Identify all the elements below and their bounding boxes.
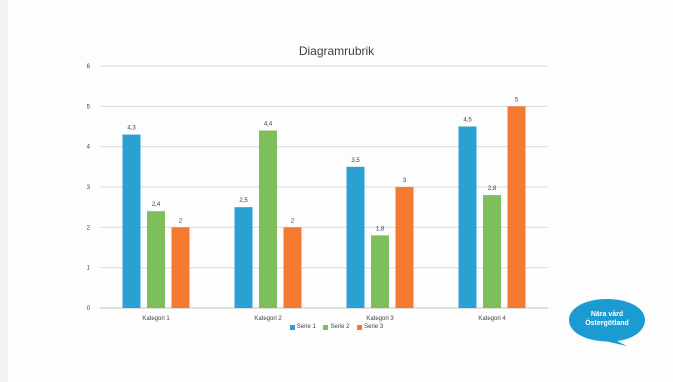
logo-line-1: Nära vård [590, 311, 624, 318]
legend-item-serie-3: Serie 3 [357, 324, 383, 331]
chart-legend: Serie 1 Serie 2 Serie 3 [0, 324, 673, 331]
speech-bubble-icon [569, 299, 645, 346]
data-label: 4,3 [127, 126, 136, 132]
y-tick-label: 0 [87, 306, 91, 312]
bar [147, 211, 165, 308]
bar [283, 227, 302, 308]
bar [171, 227, 190, 308]
data-label: 1,8 [376, 226, 385, 232]
page-edge [0, 0, 8, 382]
legend-item-serie-2: Serie 2 [323, 324, 350, 331]
data-label: 4,4 [264, 122, 273, 128]
bar [259, 130, 277, 308]
legend-item-serie-1: Serie 1 [289, 324, 316, 331]
chart-title: Diagramrubrik [298, 44, 375, 58]
data-label: 5 [515, 97, 519, 103]
bar [395, 187, 414, 308]
logo-line-2: Östergötland [585, 320, 629, 327]
data-label: 2 [179, 218, 183, 224]
legend-swatch [323, 324, 329, 330]
y-tick-label: 1 [87, 266, 91, 272]
y-tick-label: 6 [87, 64, 91, 70]
legend-swatch [289, 324, 295, 330]
data-label: 4,5 [463, 118, 472, 124]
data-label: 3 [403, 178, 407, 184]
x-tick-label: Kategori 1 [142, 316, 170, 322]
y-tick-label: 4 [87, 145, 91, 151]
y-tick-label: 2 [87, 225, 91, 231]
legend-label: Serie 1 [296, 324, 316, 330]
data-label: 3,5 [351, 158, 360, 164]
bar [458, 126, 477, 308]
bar [346, 166, 365, 308]
data-label: 2 [291, 218, 295, 224]
x-tick-label: Kategori 4 [478, 316, 506, 322]
y-tick-label: 3 [87, 185, 91, 191]
bar [371, 235, 389, 308]
logo-text: Nära vård Östergötland [567, 310, 647, 328]
bar [234, 207, 253, 308]
x-tick-label: Kategori 3 [366, 316, 394, 322]
y-tick-label: 5 [87, 104, 91, 110]
legend-label: Serie 2 [330, 324, 350, 330]
logo-badge: Nära vård Östergötland [567, 297, 647, 347]
bar [507, 106, 526, 308]
data-label: 2,8 [488, 186, 497, 192]
legend-swatch [357, 324, 363, 330]
bar [122, 134, 141, 308]
bar [483, 195, 501, 308]
data-label: 2,4 [152, 202, 161, 208]
data-label: 2,5 [239, 198, 248, 204]
legend-label: Serie 3 [364, 324, 384, 330]
x-tick-label: Kategori 2 [254, 316, 282, 322]
